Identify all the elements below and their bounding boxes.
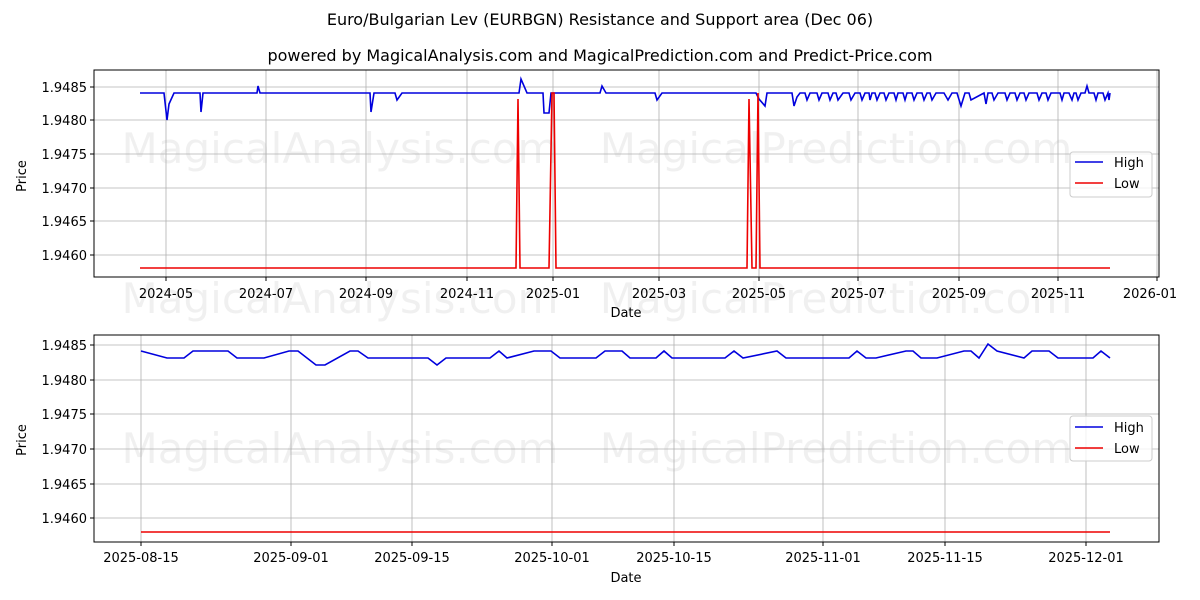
x-tick-label: 2025-11-01	[785, 551, 861, 566]
x-tick-label: 2024-11	[440, 287, 494, 302]
y-tick-label: 1.9475	[42, 148, 88, 163]
chart-subtitle: powered by MagicalAnalysis.com and Magic…	[267, 46, 933, 65]
chart-title: Euro/Bulgarian Lev (EURBGN) Resistance a…	[326, 10, 874, 29]
x-tick-label: 2025-11-15	[907, 551, 983, 566]
x-tick-label: 2025-12-01	[1048, 551, 1124, 566]
x-tick-label: 2026-01	[1123, 287, 1177, 302]
x-tick-label: 2025-03	[632, 287, 686, 302]
bottom-high-line	[140, 342, 1111, 367]
watermark-magicalanalysis: MagicalAnalysis.com	[122, 274, 559, 323]
x-tick-label: 2025-05	[732, 287, 786, 302]
top-y-axis: 1.9485 1.9480 1.9475 1.9470 1.9465 1.946…	[15, 81, 94, 264]
bottom-legend: High Low	[1069, 415, 1153, 462]
x-axis-label: Date	[610, 306, 641, 321]
legend-high-label: High	[1114, 156, 1144, 171]
y-axis-label: Price	[15, 424, 30, 456]
bottom-x-axis: 2025-08-15 2025-09-01 2025-09-15 2025-10…	[103, 542, 1124, 586]
x-tick-label: 2024-05	[139, 287, 193, 302]
y-axis-label: Price	[15, 160, 30, 192]
x-tick-label: 2024-07	[239, 287, 293, 302]
bottom-grid	[94, 335, 1159, 542]
x-tick-label: 2025-07	[831, 287, 885, 302]
y-tick-label: 1.9480	[42, 374, 88, 389]
x-tick-label: 2025-01	[526, 287, 580, 302]
y-tick-label: 1.9470	[42, 182, 88, 197]
x-tick-label: 2025-09	[932, 287, 986, 302]
watermark-magicalanalysis: MagicalAnalysis.com	[122, 124, 559, 173]
x-tick-label: 2025-10-01	[514, 551, 590, 566]
y-tick-label: 1.9485	[42, 81, 88, 96]
bottom-axes-frame	[93, 334, 1160, 543]
y-tick-label: 1.9480	[42, 114, 88, 129]
bottom-chart: MagicalAnalysis.com MagicalPrediction.co…	[15, 334, 1160, 586]
y-tick-label: 1.9460	[42, 249, 88, 264]
bottom-y-axis: 1.9485 1.9480 1.9475 1.9470 1.9465 1.946…	[15, 339, 94, 527]
x-tick-label: 2025-11	[1031, 287, 1085, 302]
top-low-line	[140, 92, 1110, 269]
top-legend: High Low	[1069, 151, 1153, 198]
top-axes-frame	[93, 69, 1160, 278]
top-x-axis: 2024-05 2024-07 2024-09 2024-11 2025-01 …	[139, 277, 1177, 321]
y-tick-label: 1.9470	[42, 443, 88, 458]
top-grid	[94, 70, 1159, 277]
y-tick-label: 1.9485	[42, 339, 88, 354]
x-tick-label: 2025-09-15	[374, 551, 450, 566]
x-tick-label: 2025-08-15	[103, 551, 179, 566]
y-tick-label: 1.9475	[42, 408, 88, 423]
legend-high-label: High	[1114, 421, 1144, 436]
watermark-magicalprediction: MagicalPrediction.com	[600, 274, 1073, 323]
x-tick-label: 2025-10-15	[636, 551, 712, 566]
watermark-magicalanalysis: MagicalAnalysis.com	[122, 424, 559, 473]
watermark-magicalprediction: MagicalPrediction.com	[600, 424, 1073, 473]
y-tick-label: 1.9465	[42, 478, 88, 493]
top-high-line	[140, 76, 1111, 121]
legend-low-label: Low	[1114, 177, 1140, 192]
x-axis-label: Date	[610, 571, 641, 586]
legend-low-label: Low	[1114, 442, 1140, 457]
y-tick-label: 1.9465	[42, 215, 88, 230]
x-tick-label: 2024-09	[339, 287, 393, 302]
top-chart: MagicalAnalysis.com MagicalPrediction.co…	[15, 69, 1177, 323]
watermark-magicalprediction: MagicalPrediction.com	[600, 124, 1073, 173]
x-tick-label: 2025-09-01	[253, 551, 329, 566]
y-tick-label: 1.9460	[42, 512, 88, 527]
